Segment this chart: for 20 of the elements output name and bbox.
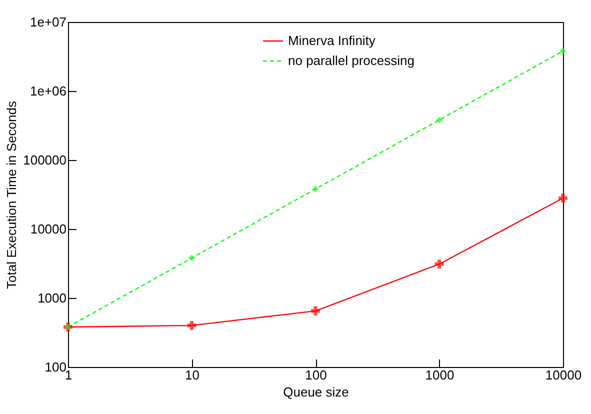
y-tick-label: 10000: [30, 222, 66, 236]
y-axis-title: Total Execution Time in Seconds: [4, 100, 20, 289]
x-tick-label: 100: [305, 368, 327, 382]
x-tick-label: 1000: [425, 368, 454, 382]
point: [187, 320, 196, 330]
x-tick-label: 1: [64, 368, 72, 382]
legend-label: Minerva Infinity: [288, 33, 376, 48]
point: [558, 194, 568, 203]
x-tick-label: 10: [185, 368, 200, 382]
point: [189, 255, 194, 261]
y-tick-label: 1000: [38, 290, 66, 306]
point: [436, 117, 442, 123]
legend-label: no parallel processing: [288, 53, 414, 68]
x-tick-label: 10000: [545, 368, 582, 382]
point: [311, 306, 320, 316]
point: [434, 260, 444, 269]
y-tick-label: 100000: [23, 152, 66, 168]
y-tick-label: 1e+07: [30, 14, 66, 30]
y-tick-label: 1e+06: [30, 84, 66, 98]
x-axis-title: Queue size: [283, 384, 349, 400]
